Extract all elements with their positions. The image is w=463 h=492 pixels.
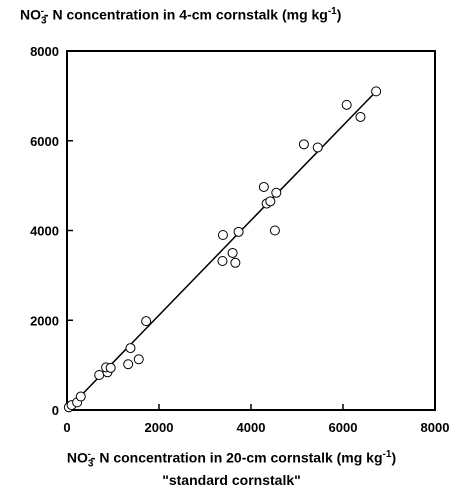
x-tick-label: 6000 <box>329 420 358 435</box>
y-axis-title: NO3-- N concentration in 4-cm cornstalk … <box>20 6 342 27</box>
axis-ticks: 0 2000 4000 6000 8000 0 2000 4000 6000 8000 <box>30 44 449 435</box>
regression-line <box>66 90 377 411</box>
y-tick-label: 0 <box>52 403 59 418</box>
y-tick-label: 6000 <box>30 134 59 149</box>
data-point <box>227 247 238 258</box>
data-point <box>230 257 241 268</box>
data-point <box>341 99 352 110</box>
x-tick-label: 0 <box>63 420 70 435</box>
data-point <box>298 139 309 150</box>
data-point <box>105 362 116 373</box>
x-axis-title: NO3-- N concentration in 20-cm cornstalk… <box>66 449 397 470</box>
data-point <box>217 256 228 267</box>
data-point <box>141 316 152 327</box>
data-point <box>75 391 86 402</box>
data-point <box>355 111 366 122</box>
data-point <box>94 369 105 380</box>
data-point <box>271 187 282 198</box>
data-point <box>233 226 244 237</box>
y-tick-label: 4000 <box>30 224 59 239</box>
x-tick-label: 4000 <box>237 420 266 435</box>
data-point <box>133 354 144 365</box>
data-point <box>269 225 280 236</box>
x-axis-subtitle: "standard cornstalk" <box>162 472 301 488</box>
data-point <box>125 343 136 354</box>
data-point <box>217 229 228 240</box>
data-point <box>123 359 134 370</box>
data-point <box>258 181 269 192</box>
data-point <box>265 196 276 207</box>
data-point <box>371 86 382 97</box>
y-tick-label: 8000 <box>30 44 59 59</box>
x-tick-label: 2000 <box>145 420 174 435</box>
data-points <box>63 86 382 413</box>
plot-area-frame <box>66 50 436 411</box>
y-tick-label: 2000 <box>30 313 59 328</box>
data-point <box>312 142 323 153</box>
x-tick-label: 8000 <box>421 420 450 435</box>
